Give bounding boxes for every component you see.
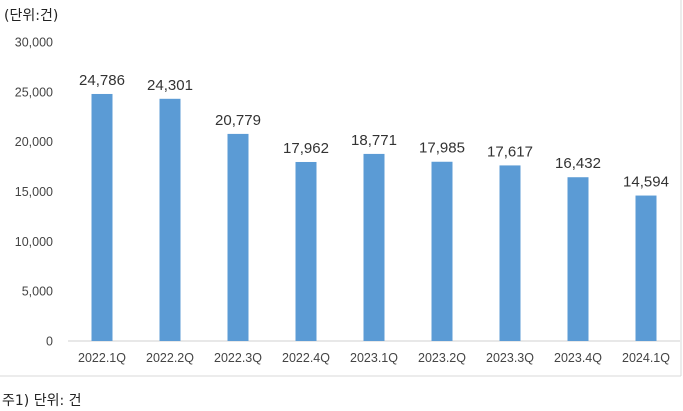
y-tick-label: 10,000 xyxy=(15,235,53,249)
bar xyxy=(431,161,453,341)
x-tick-label: 2023.1Q xyxy=(350,351,398,365)
bar xyxy=(295,161,317,341)
bar xyxy=(567,177,589,341)
data-label: 24,786 xyxy=(79,72,125,89)
data-labels: 24,786 24,301 20,779 17,962 18,771 17,985 17,6… xyxy=(79,72,669,191)
footnote: 주1) 단위: 건 xyxy=(2,393,82,409)
y-tick-label: 25,000 xyxy=(15,85,53,99)
y-tick-label: 30,000 xyxy=(15,36,53,50)
x-tick-label: 2022.1Q xyxy=(78,351,126,365)
x-tick-label: 2022.3Q xyxy=(214,351,262,365)
data-label: 16,432 xyxy=(555,155,601,172)
y-tick-label: 20,000 xyxy=(15,135,53,149)
bar-chart: (단위:건) 0 5,000 10,000 15,000 20,000 25,000 30,… xyxy=(0,0,682,377)
x-tick-label: 2022.2Q xyxy=(146,351,194,365)
x-tick-label: 2022.4Q xyxy=(282,351,330,365)
x-tick-label: 2023.2Q xyxy=(418,351,466,365)
x-axis: 2022.1Q 2022.2Q 2022.3Q 2022.4Q 2023.1Q 2023.… xyxy=(78,351,670,365)
bar xyxy=(635,195,657,341)
x-tick-label: 2023.3Q xyxy=(486,351,534,365)
bars xyxy=(91,93,657,341)
data-label: 17,985 xyxy=(419,140,465,157)
data-label: 14,594 xyxy=(623,174,669,191)
data-label: 17,962 xyxy=(283,140,329,157)
bar xyxy=(227,133,249,341)
y-tick-label: 15,000 xyxy=(15,185,53,199)
data-label: 20,779 xyxy=(215,112,261,129)
bar xyxy=(363,153,385,341)
y-tick-label: 0 xyxy=(46,335,53,349)
x-tick-label: 2023.4Q xyxy=(554,351,602,365)
x-tick-label: 2024.1Q xyxy=(622,351,670,365)
data-label: 17,617 xyxy=(487,143,533,160)
data-label: 24,301 xyxy=(147,77,193,94)
data-label: 18,771 xyxy=(351,132,397,149)
unit-label: (단위:건) xyxy=(4,8,58,24)
bar xyxy=(499,165,521,341)
bar xyxy=(91,93,113,341)
bar xyxy=(159,98,181,341)
y-tick-label: 5,000 xyxy=(22,285,53,299)
y-axis: 0 5,000 10,000 15,000 20,000 25,000 30,000 xyxy=(15,36,53,349)
